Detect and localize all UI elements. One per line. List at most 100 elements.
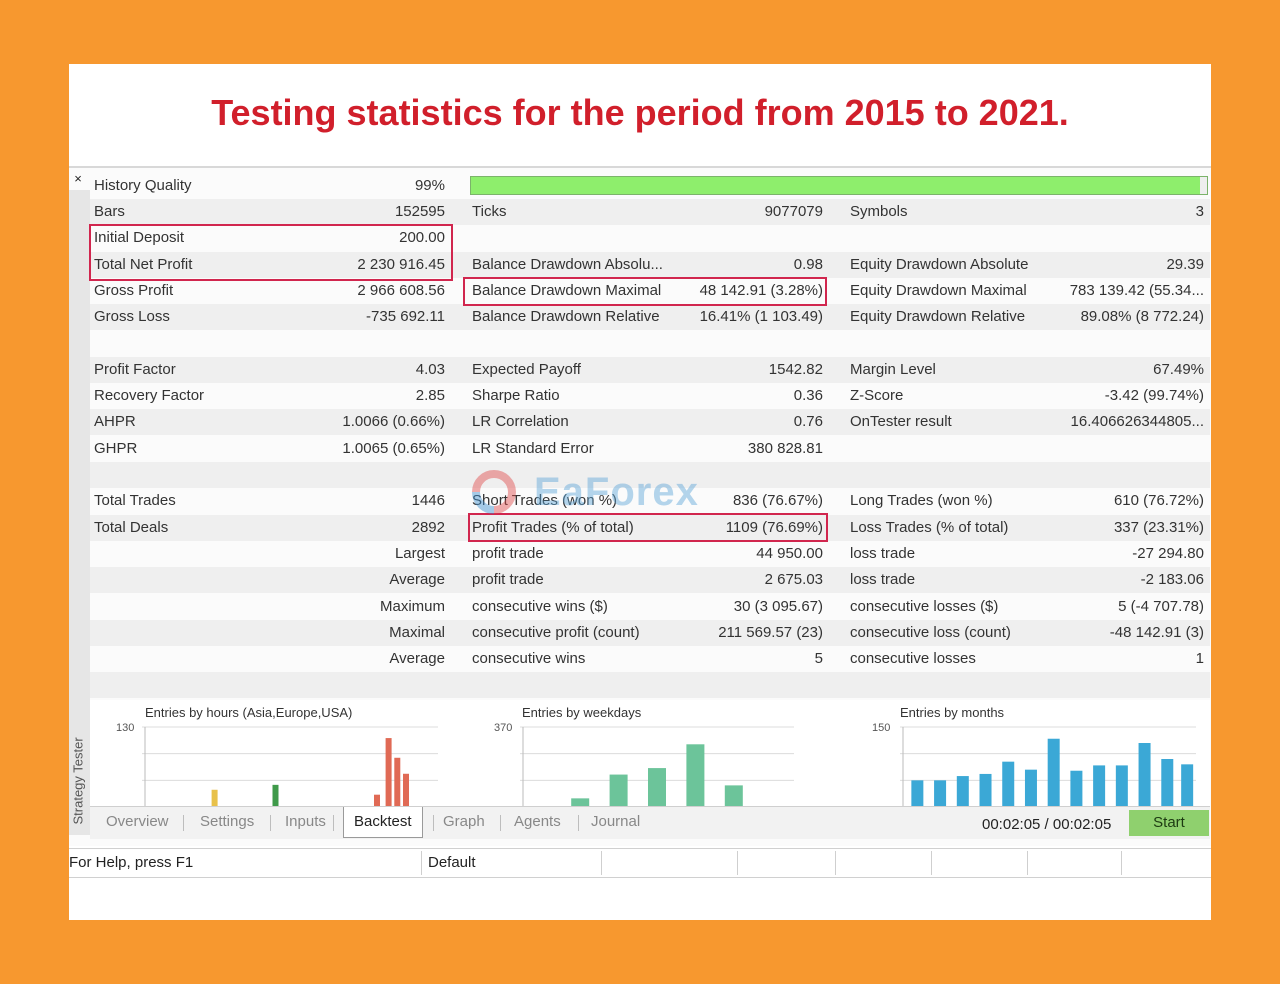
chart-bar: [1070, 770, 1083, 807]
stat-label: GHPR: [94, 439, 138, 457]
status-divider: [835, 851, 836, 875]
stat-label: Total Net Profit: [94, 255, 193, 273]
chart-bar: [979, 773, 992, 807]
status-divider: [421, 851, 422, 875]
tab-graph[interactable]: Graph: [443, 813, 485, 830]
chart-bar: [1093, 765, 1106, 807]
stat-label: Bars: [94, 203, 125, 220]
chart-bar: [1002, 761, 1015, 807]
stat-value: Maximal: [389, 623, 445, 641]
stat-label: Profit Trades (% of total): [472, 518, 634, 536]
stats-row: Recovery Factor 2.85 Sharpe Ratio 0.36 Z-Sco…: [90, 383, 1210, 409]
bottom-tabs: [90, 806, 1210, 839]
tab-overview[interactable]: Overview: [106, 813, 169, 830]
stat-value: [650, 331, 823, 357]
chart-bar: [385, 738, 392, 807]
stat-value: Largest: [394, 544, 445, 562]
chart-bar: [609, 774, 628, 807]
stat-value: [1035, 436, 1204, 462]
stat-value: 48 142.91 (3.28%): [699, 281, 823, 299]
stat-label: consecutive losses: [850, 650, 976, 668]
stat-label: Initial Deposit: [94, 229, 185, 247]
stat-value: 44 950.00: [756, 544, 823, 562]
stat-label: OnTester result: [850, 413, 952, 431]
chart-bar: [272, 784, 279, 807]
stats-row: Maximum consecutive wins ($) 30 (3 095.67)…: [90, 594, 1210, 620]
stat-value: 89.08% (8 772.24): [1080, 308, 1204, 326]
tab-inputs[interactable]: Inputs: [285, 813, 326, 830]
chart-y-max-label: 150: [872, 722, 891, 734]
stat-value: [1035, 462, 1204, 488]
stat-label: Sharpe Ratio: [472, 387, 560, 405]
stat-label: Balance Drawdown Relative: [472, 308, 660, 326]
stat-value: [1035, 672, 1204, 698]
chart-bar: [374, 794, 380, 807]
stat-value: 67.49%: [1153, 360, 1204, 378]
stat-label: consecutive profit (count): [472, 623, 640, 641]
stats-row: Total Deals 2892 Profit Trades (% of total…: [90, 514, 1210, 541]
elapsed-timer: 00:02:05 / 00:02:05: [982, 816, 1112, 833]
chart-bar: [1138, 743, 1151, 807]
stat-label: consecutive losses ($): [850, 597, 999, 615]
highlight-box-balance-drawdown: [463, 277, 827, 306]
chart-title: Entries by weekdays: [522, 705, 642, 720]
chart-title: Entries by hours (Asia,Europe,USA): [145, 705, 353, 720]
history-quality-label: History Quality: [94, 177, 192, 194]
stat-label: Z-Score: [850, 387, 904, 405]
stat-label: profit trade: [472, 544, 544, 562]
chart-bar: [571, 798, 590, 807]
status-divider: [931, 851, 932, 875]
stat-value: 30 (3 095.67): [733, 597, 823, 615]
stat-value: Maximum: [379, 597, 445, 615]
stat-label: Recovery Factor: [94, 387, 205, 405]
status-bar: For Help, press F1 Default: [69, 848, 1211, 878]
stat-label: Profit Factor: [94, 360, 176, 378]
stat-value: 5 (-4 707.78): [1118, 597, 1204, 615]
stat-value: 0.36: [793, 387, 823, 405]
tab-separator: [500, 815, 501, 831]
stat-value: -27 294.80: [1132, 544, 1204, 562]
tab-separator: [333, 815, 334, 831]
status-divider: [1121, 851, 1122, 875]
chart-plot: [900, 726, 1196, 808]
start-button[interactable]: Start: [1129, 810, 1209, 836]
chart-bar: [956, 776, 969, 807]
vertical-tab-label: Strategy Tester: [70, 737, 86, 825]
stat-label: loss trade: [850, 544, 916, 562]
highlight-box-profit-trades: [468, 513, 828, 542]
stat-value: [280, 331, 445, 357]
tab-settings[interactable]: Settings: [200, 813, 255, 830]
stat-label: Equity Drawdown Absolute: [850, 255, 1029, 273]
stats-row: AHPR 1.0066 (0.66%) LR Correlation 0.76 OnTe…: [90, 409, 1210, 436]
stat-label: Short Trades (won %): [472, 492, 618, 510]
chart-bar: [1115, 765, 1128, 807]
stat-label: Loss Trades (% of total): [850, 518, 1009, 536]
stat-value: 1.0065 (0.65%): [342, 439, 445, 457]
stat-label: LR Correlation: [472, 413, 569, 431]
status-help-text: For Help, press F1: [69, 854, 194, 871]
tab-separator: [270, 815, 271, 831]
stat-label: Total Deals: [94, 518, 169, 536]
stat-label: Total Trades: [94, 492, 176, 510]
tab-journal[interactable]: Journal: [591, 813, 641, 830]
tab-agents[interactable]: Agents: [514, 813, 561, 830]
stat-label: Equity Drawdown Relative: [850, 308, 1026, 326]
stat-label: Margin Level: [850, 360, 936, 378]
stat-value: [280, 672, 445, 698]
vertical-tab-strategy-tester[interactable]: Strategy Tester: [69, 190, 90, 835]
stats-row: Gross Loss -735 692.11 Balance Drawdown Re…: [90, 304, 1210, 331]
tab-backtest[interactable]: Backtest: [343, 807, 423, 838]
stat-value: -48 142.91 (3): [1109, 623, 1204, 641]
stats-row: [90, 462, 1210, 488]
stat-label: Balance Drawdown Maximal: [472, 281, 662, 299]
chart-bar: [934, 780, 947, 807]
watermark-text: EaForex: [534, 470, 699, 514]
close-icon[interactable]: ×: [74, 171, 82, 186]
watermark-logo-icon: [472, 470, 516, 514]
stat-value: [650, 225, 823, 251]
stats-row: Largest profit trade 44 950.00 loss trade -2…: [90, 541, 1210, 567]
stat-value: 1: [1195, 650, 1204, 668]
stat-value: Average: [389, 571, 445, 589]
stat-label: Ticks: [472, 203, 507, 220]
stat-value: 2892: [411, 518, 445, 536]
